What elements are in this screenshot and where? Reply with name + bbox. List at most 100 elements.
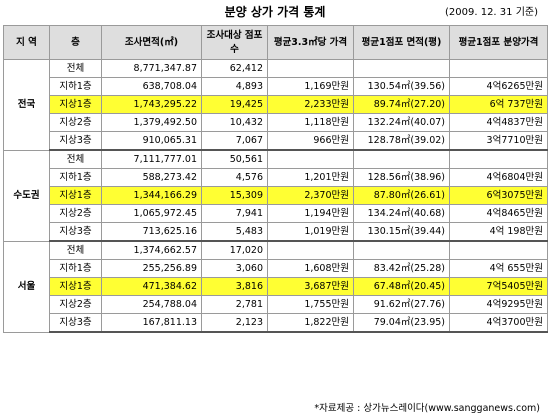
area-cell: 713,625.16 xyxy=(101,222,202,242)
region-cell: 서울 xyxy=(3,240,50,333)
avg-area-cell: 91.62㎡(27.76) xyxy=(353,295,450,314)
area-cell: 1,344,166.29 xyxy=(101,186,202,205)
area-cell: 638,708.04 xyxy=(101,77,202,96)
floor-cell: 지상3층 xyxy=(49,313,102,333)
avg-price-cell: 4억6804만원 xyxy=(449,168,548,187)
header-count: 조사대상 점포수 xyxy=(201,25,268,60)
price-per-33-cell: 2,370만원 xyxy=(267,186,354,205)
floor-cell: 지상2층 xyxy=(49,113,102,132)
price-per-33-cell: 1,019만원 xyxy=(267,222,354,242)
avg-area-cell: 130.15㎡(39.44) xyxy=(353,222,450,242)
floor-cell: 지하1층 xyxy=(49,259,102,278)
avg-price-cell: 4억3700만원 xyxy=(449,313,548,333)
header-avg-price: 평균1점포 분양가격 xyxy=(449,25,548,60)
floor-cell: 지상1층 xyxy=(49,277,102,296)
table-row: 지상1층 471,384.62 3,816 3,687만원 67.48㎡(20.45) 7… xyxy=(4,277,548,296)
avg-area-cell: 83.42㎡(25.28) xyxy=(353,259,450,278)
avg-area-cell: 67.48㎡(20.45) xyxy=(353,277,450,296)
table-row: 지하1층 255,256.89 3,060 1,608만원 83.42㎡(25.28) 4… xyxy=(4,259,548,278)
price-stats-table: 지 역 층 조사면적(㎡) 조사대상 점포수 평균3.3㎡당 가격 평균1점포 … xyxy=(3,25,548,333)
area-cell: 588,273.42 xyxy=(101,168,202,187)
table-row: 지상2층 1,379,492.50 10,432 1,118만원 132.24㎡(40.… xyxy=(4,113,548,132)
table-row: 지상1층 1,743,295.22 19,425 2,233만원 89.74㎡(27.2… xyxy=(4,95,548,114)
area-cell: 255,256.89 xyxy=(101,259,202,278)
avg-price-cell xyxy=(449,240,548,260)
avg-area-cell: 128.56㎡(38.96) xyxy=(353,168,450,187)
floor-cell: 지상3층 xyxy=(49,222,102,242)
price-per-33-cell xyxy=(267,59,354,78)
table-row: 서울 전체 1,374,662.57 17,020 xyxy=(3,240,548,333)
count-cell: 2,781 xyxy=(201,295,268,314)
region-cell: 전국 xyxy=(3,59,50,151)
count-cell: 5,483 xyxy=(201,222,268,242)
avg-price-cell: 4억4837만원 xyxy=(449,113,548,132)
avg-price-cell: 6억 737만원 xyxy=(449,95,548,114)
region-cell: 수도권 xyxy=(3,149,50,242)
area-cell: 1,379,492.50 xyxy=(101,113,202,132)
floor-cell: 지하1층 xyxy=(49,77,102,96)
avg-price-cell: 6억3075만원 xyxy=(449,186,548,205)
reference-date: (2009. 12. 31 기준) xyxy=(445,7,538,18)
avg-price-cell: 4억 198만원 xyxy=(449,222,548,242)
table-row: 지상1층 1,344,166.29 15,309 2,370만원 87.80㎡(26.6… xyxy=(4,186,548,205)
price-per-33-cell: 1,608만원 xyxy=(267,259,354,278)
table-row: 지하1층 638,708.04 4,893 1,169만원 130.54㎡(39.56)… xyxy=(4,77,548,96)
avg-price-cell: 4억8465만원 xyxy=(449,204,548,223)
count-cell: 62,412 xyxy=(201,59,268,78)
avg-price-cell: 4억 655만원 xyxy=(449,259,548,278)
floor-cell: 지상1층 xyxy=(49,95,102,114)
count-cell: 3,816 xyxy=(201,277,268,296)
price-per-33-cell: 966만원 xyxy=(267,131,354,151)
table-header-row: 지 역 층 조사면적(㎡) 조사대상 점포수 평균3.3㎡당 가격 평균1점포 … xyxy=(3,25,548,60)
avg-area-cell: 134.24㎡(40.68) xyxy=(353,204,450,223)
floor-cell: 전체 xyxy=(49,59,102,78)
avg-price-cell: 4억9295만원 xyxy=(449,295,548,314)
header-avg-area: 평균1점포 면적(평) xyxy=(353,25,450,60)
floor-cell: 지하1층 xyxy=(49,168,102,187)
source-credit: *자료제공 : 상가뉴스레이다(www.sangganews.com) xyxy=(314,403,540,414)
floor-cell: 지상1층 xyxy=(49,186,102,205)
floor-cell: 전체 xyxy=(49,240,102,260)
count-cell: 7,067 xyxy=(201,131,268,151)
price-per-33-cell xyxy=(267,149,354,169)
price-per-33-cell: 1,194만원 xyxy=(267,204,354,223)
table-row: 지상2층 254,788.04 2,781 1,755만원 91.62㎡(27.76) 4… xyxy=(4,295,548,314)
price-per-33-cell: 1,118만원 xyxy=(267,113,354,132)
area-cell: 167,811.13 xyxy=(101,313,202,333)
table-row: 지상3층 910,065.31 7,067 966만원 128.78㎡(39.02) 3억… xyxy=(4,131,548,151)
avg-price-cell: 3억7710만원 xyxy=(449,131,548,151)
price-per-33-cell: 3,687만원 xyxy=(267,277,354,296)
count-cell: 4,893 xyxy=(201,77,268,96)
header-floor: 층 xyxy=(49,25,102,60)
avg-area-cell: 128.78㎡(39.02) xyxy=(353,131,450,151)
table-row: 전국 전체 8,771,347.87 62,412 xyxy=(3,59,548,151)
floor-cell: 지상2층 xyxy=(49,295,102,314)
avg-area-cell: 89.74㎡(27.20) xyxy=(353,95,450,114)
floor-cell: 전체 xyxy=(49,149,102,169)
avg-area-cell xyxy=(353,240,450,260)
area-cell: 254,788.04 xyxy=(101,295,202,314)
area-cell: 471,384.62 xyxy=(101,277,202,296)
count-cell: 7,941 xyxy=(201,204,268,223)
avg-area-cell: 79.04㎡(23.95) xyxy=(353,313,450,333)
table-row: 지상3층 167,811.13 2,123 1,822만원 79.04㎡(23.95) 4… xyxy=(4,313,548,333)
table-row: 지하1층 588,273.42 4,576 1,201만원 128.56㎡(38.96)… xyxy=(4,168,548,187)
avg-price-cell: 4억6265만원 xyxy=(449,77,548,96)
count-cell: 50,561 xyxy=(201,149,268,169)
price-per-33-cell: 1,822만원 xyxy=(267,313,354,333)
count-cell: 10,432 xyxy=(201,113,268,132)
table-row: 수도권 전체 7,111,777.01 50,561 xyxy=(3,149,548,242)
avg-price-cell: 7억5405만원 xyxy=(449,277,548,296)
price-per-33-cell: 2,233만원 xyxy=(267,95,354,114)
area-cell: 7,111,777.01 xyxy=(101,149,202,169)
count-cell: 3,060 xyxy=(201,259,268,278)
area-cell: 1,743,295.22 xyxy=(101,95,202,114)
header-price-per-33: 평균3.3㎡당 가격 xyxy=(267,25,354,60)
area-cell: 8,771,347.87 xyxy=(101,59,202,78)
avg-area-cell: 130.54㎡(39.56) xyxy=(353,77,450,96)
price-per-33-cell: 1,201만원 xyxy=(267,168,354,187)
avg-area-cell: 132.24㎡(40.07) xyxy=(353,113,450,132)
table-row: 지상3층 713,625.16 5,483 1,019만원 130.15㎡(39.44)… xyxy=(4,222,548,242)
area-cell: 1,065,972.45 xyxy=(101,204,202,223)
count-cell: 19,425 xyxy=(201,95,268,114)
